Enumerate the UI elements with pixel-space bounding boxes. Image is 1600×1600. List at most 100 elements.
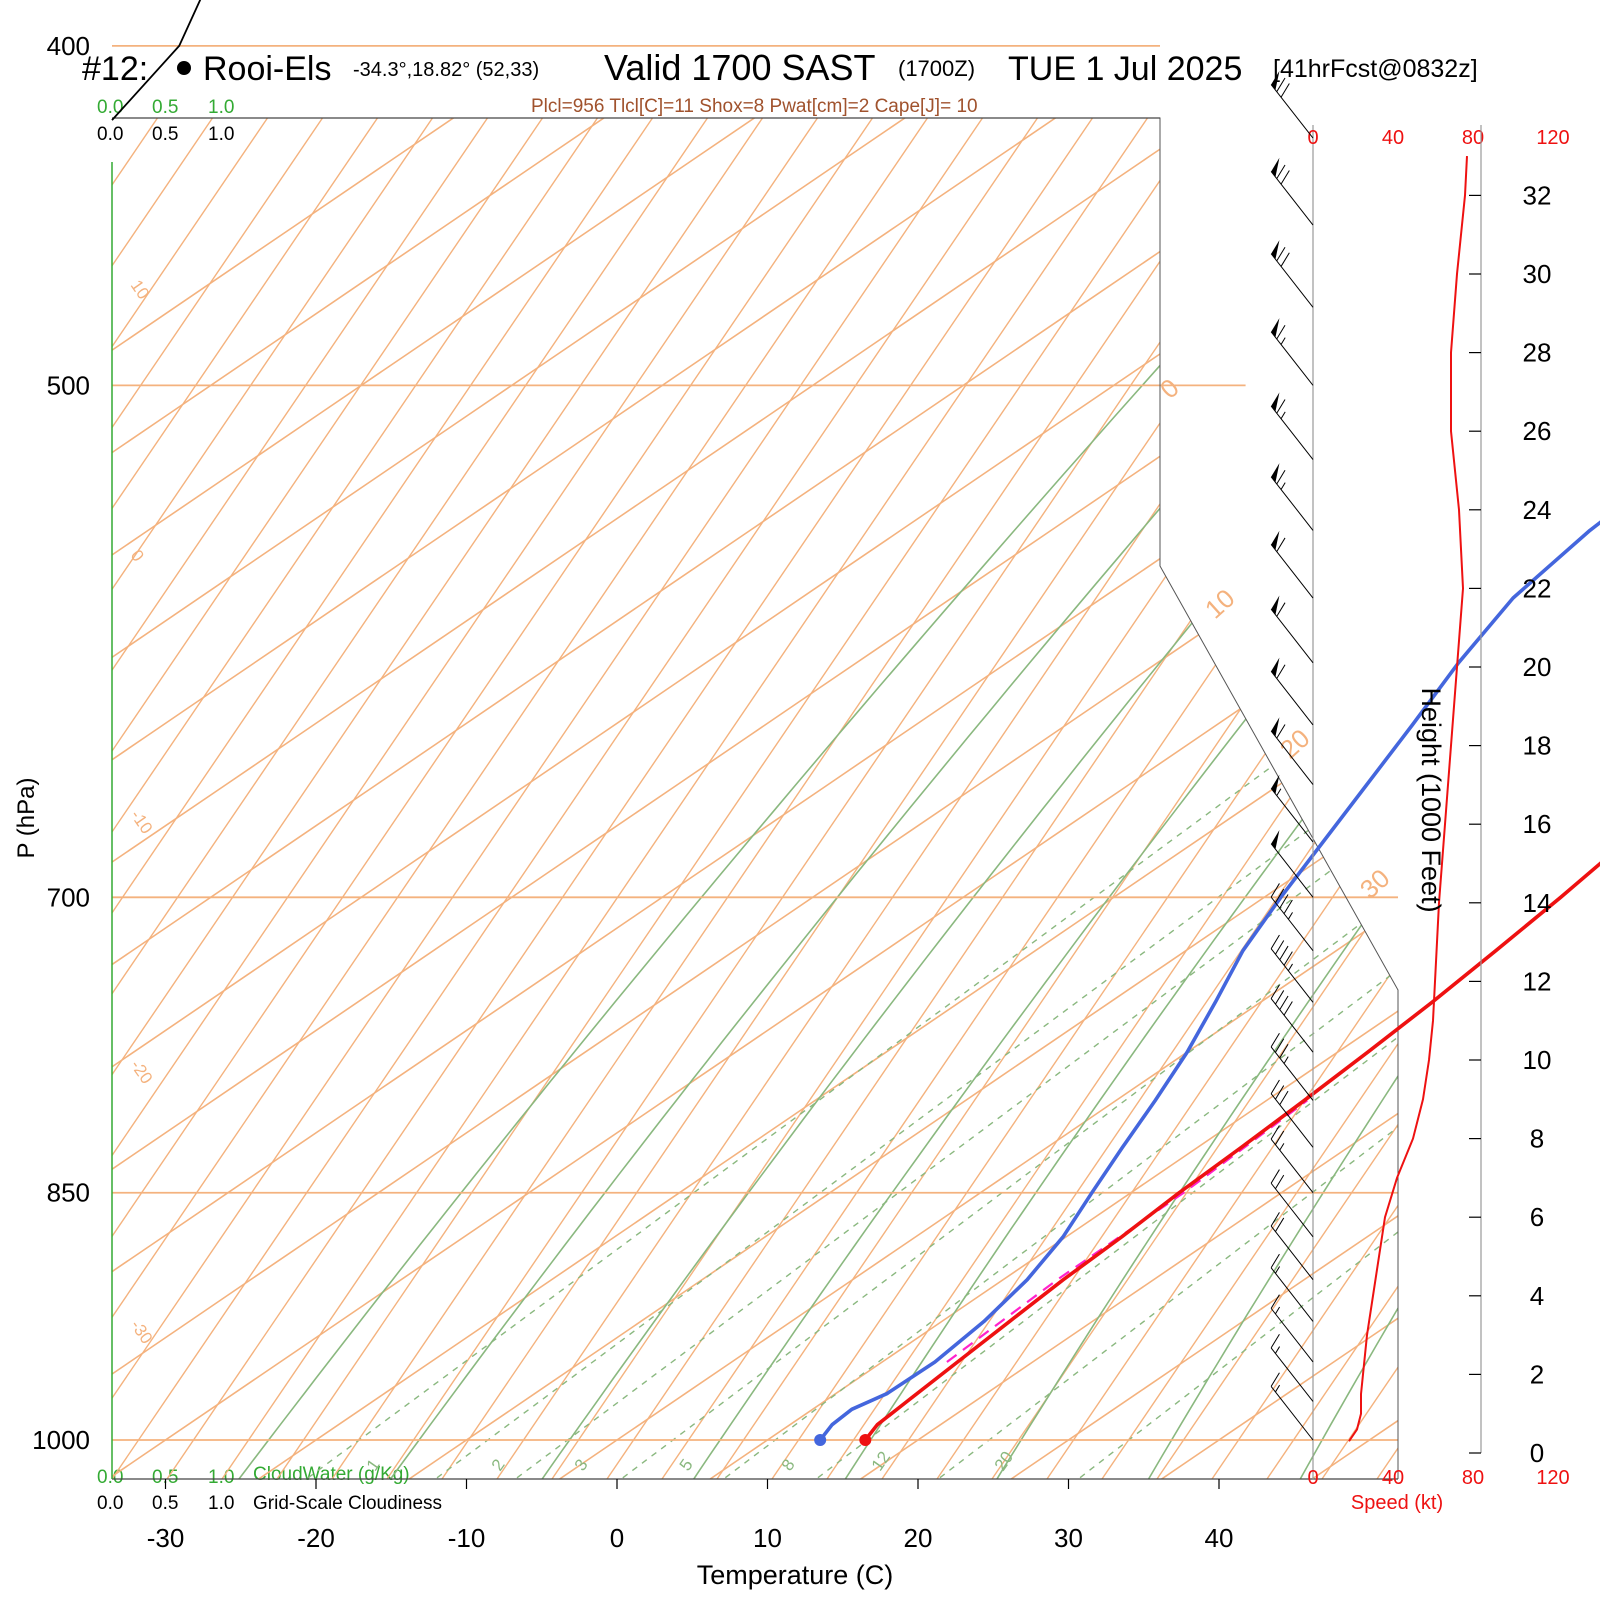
reference-line <box>112 118 544 1479</box>
mixing-ratio-label: 5 <box>676 1456 697 1475</box>
speed-tick-label-bottom: 40 <box>1382 1467 1404 1489</box>
temperature-tick-label: -30 <box>147 1523 185 1553</box>
wind-barb-staff <box>1270 788 1314 843</box>
wind-barb-staff <box>1270 544 1314 599</box>
speed-tick-label-top: 120 <box>1536 127 1569 149</box>
wind-barb <box>1270 1333 1314 1402</box>
wind-barb-staff <box>1270 253 1314 308</box>
wind-barb-feather <box>1283 951 1293 966</box>
wind-barb-pennant <box>1271 157 1280 178</box>
station-coords: -34.3°,18.82° (52,33) <box>353 59 539 81</box>
wind-barb-staff <box>1270 843 1314 898</box>
wind-barb-feather <box>1280 83 1290 98</box>
wind-barb-half-feather <box>1283 1056 1289 1064</box>
wind-barb-half-feather <box>1287 912 1293 920</box>
y-axis-label: P (hPa) <box>13 778 40 859</box>
height-tick-label: 28 <box>1523 338 1552 368</box>
wind-barb-half-feather <box>1287 963 1293 972</box>
wind-barb <box>1270 1212 1314 1281</box>
wind-barb-feather <box>1270 1079 1280 1094</box>
wind-barb-feather <box>1270 883 1280 898</box>
isotherm-label-right: 0 <box>1154 372 1185 404</box>
isotherm-line <box>1001 118 1398 1479</box>
wind-barb-feather <box>1279 945 1289 960</box>
height-tick-label: 20 <box>1523 652 1552 682</box>
wind-barb-half-feather <box>1280 337 1286 345</box>
wind-barb-feather <box>1270 1333 1280 1349</box>
wind-barb-staff <box>1270 730 1314 785</box>
surface-temperature-dot <box>859 1434 872 1446</box>
cloud-scale-top-green-2: 1.0 <box>208 97 234 118</box>
valid-date: TUE 1 Jul 2025 <box>1008 50 1242 88</box>
wind-barb-feather <box>1275 1085 1285 1100</box>
wind-barb-pennant <box>1271 318 1280 338</box>
height-tick-label: 6 <box>1530 1202 1544 1232</box>
wind-barb-feather <box>1276 399 1286 414</box>
cloudiness-profile <box>111 0 202 121</box>
wind-barb <box>1270 1032 1314 1101</box>
dry-adiabat <box>1144 118 1398 1479</box>
reference-line <box>1487 118 1600 1479</box>
wind-barb <box>1270 1079 1314 1148</box>
wind-barb <box>1270 595 1314 664</box>
station-dot-icon <box>177 61 191 75</box>
dry-adiabat <box>992 118 1398 1479</box>
reference-line <box>991 118 1398 1479</box>
height-tick-label: 24 <box>1523 495 1552 525</box>
mixing-ratio-line <box>929 118 1398 1479</box>
wind-barb <box>1270 984 1314 1053</box>
station-id: #12: <box>82 50 148 88</box>
reference-line <box>661 118 1398 1479</box>
isotherm-label: 10 <box>127 276 153 302</box>
wind-barb-staff <box>1270 1386 1314 1441</box>
speed-tick-label-bottom: 0 <box>1307 1467 1318 1489</box>
wind-barb-feather <box>1280 170 1290 185</box>
wind-barb <box>1270 657 1314 726</box>
wind-barb-pennant <box>1271 657 1280 677</box>
height-tick-label: 30 <box>1523 259 1552 289</box>
wind-barb-feather <box>1275 990 1285 1005</box>
reference-line <box>112 118 489 1479</box>
wind-barb-feather <box>1275 940 1285 955</box>
wind-barb <box>1270 392 1314 460</box>
mixing-ratio-line <box>506 118 1398 1479</box>
cloud-scale-bottom: 0.0 0.5 1.0 CloudWater (g/Kg) 0.0 0.5 1.… <box>97 1464 442 1514</box>
wind-barb-feather <box>1270 1212 1280 1227</box>
wind-barb-feather <box>1275 888 1285 903</box>
wind-barb-pennant <box>1271 240 1280 260</box>
wind-barb-pennant <box>1271 830 1280 850</box>
wind-barb <box>1270 157 1314 226</box>
wind-barb-feather <box>1276 470 1286 485</box>
reference-line <box>1376 118 1398 1479</box>
wind-barb-feather <box>1279 1090 1289 1106</box>
isotherm-line <box>851 118 1398 1479</box>
wind-barb-staff <box>1270 476 1314 531</box>
wind-barb-feather <box>1279 995 1289 1010</box>
reference-line <box>112 118 324 1479</box>
isotherm-label: -10 <box>127 806 157 837</box>
reference-line <box>112 118 709 1479</box>
reference-line <box>551 118 1398 1479</box>
isotherm-label: -30 <box>127 1316 157 1347</box>
wind-barb-feather <box>1270 1125 1280 1140</box>
reference-line <box>276 118 1204 1479</box>
wind-barb <box>1270 463 1314 531</box>
wind-barb-pennant <box>1271 595 1280 615</box>
speed-tick-label-top: 40 <box>1382 127 1404 149</box>
reference-line <box>1432 118 1600 1479</box>
parcel-profile <box>946 1099 1308 1363</box>
temperature-profile <box>863 861 1600 1442</box>
reference-line <box>221 118 1149 1479</box>
wind-barb-pennant <box>1271 70 1280 91</box>
dewpoint-profile <box>818 520 1600 1442</box>
reference-line <box>112 118 929 1479</box>
wind-barb <box>1270 717 1314 785</box>
pressure-tick-label: 400 <box>47 31 90 61</box>
mixing-ratio-label: 12 <box>868 1448 894 1474</box>
wind-barb-feather <box>1276 164 1286 179</box>
wind-barb-feather <box>1276 325 1286 340</box>
wind-barb-feather <box>1270 1294 1280 1309</box>
wind-barb-feather <box>1275 1130 1285 1145</box>
isotherm-line <box>112 118 1398 1479</box>
reference-line <box>936 118 1398 1479</box>
